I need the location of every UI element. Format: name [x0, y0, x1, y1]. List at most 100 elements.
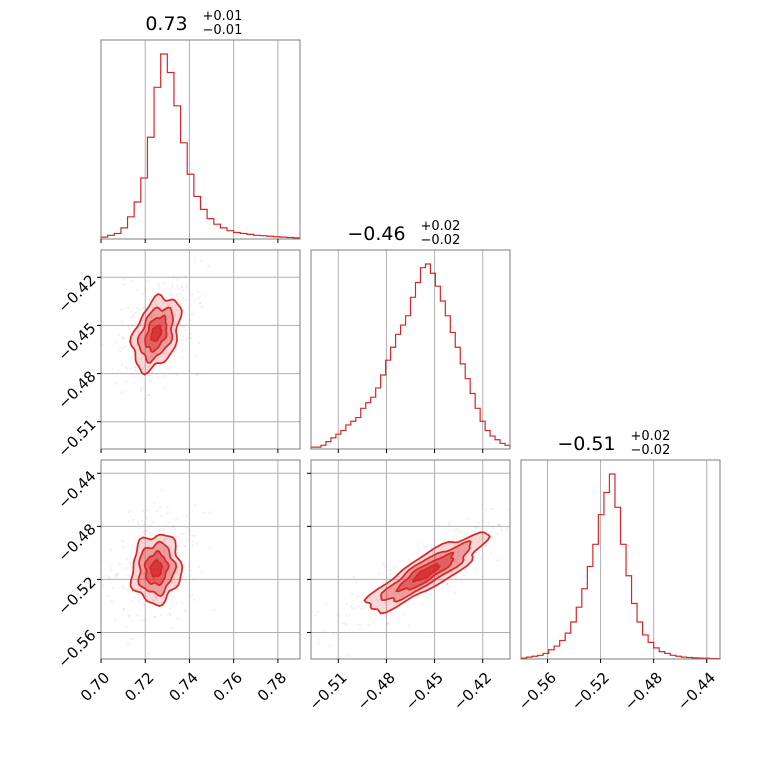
pair-2-dot	[522, 486, 524, 488]
pair-2-contour-line-0	[363, 531, 491, 615]
pair-0-dot	[139, 337, 142, 340]
pair-0-dot	[157, 285, 160, 288]
pair-1-dot	[142, 574, 145, 577]
pair-1-dot	[170, 538, 173, 542]
pair-0-dot	[182, 324, 185, 327]
pair-1-dot	[180, 541, 183, 544]
pair-2-dot	[442, 546, 445, 549]
pair-2-dot	[474, 568, 477, 572]
pair-0-dot	[141, 307, 144, 310]
pair-2-dot	[456, 550, 459, 554]
pair-1-dot	[163, 550, 166, 553]
pair-2-dot	[393, 572, 396, 575]
pair-1-dot	[116, 572, 119, 575]
pair-1-dot	[193, 598, 196, 601]
pair-2-dot	[477, 521, 480, 524]
pair-1-dot	[167, 521, 170, 524]
pair-1-dot	[171, 570, 174, 573]
pair-1-dot	[146, 509, 149, 512]
pair-2-dot	[430, 547, 433, 550]
pair-1-dot	[121, 539, 124, 542]
pair-2-dot	[585, 476, 587, 478]
pair-1-dot	[180, 533, 183, 536]
pair-1-contour-line-1	[137, 540, 178, 597]
pair-1-dot	[144, 532, 147, 535]
pair-0-dot	[127, 327, 130, 330]
pair-1-dot	[141, 509, 144, 513]
pair-2-dot	[363, 607, 366, 610]
pair-0-dot	[142, 347, 145, 350]
pair-1-dot	[126, 558, 129, 561]
pair-2-dot	[479, 557, 482, 560]
pair-2-dot	[433, 555, 437, 558]
pair-0-dot	[130, 279, 133, 282]
pair-0-dot	[198, 342, 201, 345]
pair-0-dot	[153, 352, 156, 355]
pair-1-dot	[166, 506, 169, 509]
pair-0-dot	[141, 367, 145, 370]
pair-2-dot	[456, 527, 459, 530]
pair-0-dot	[156, 357, 159, 360]
pair-2-dot	[340, 637, 343, 640]
pair-1-dot	[185, 538, 188, 541]
pair-2-dot	[532, 497, 534, 499]
pair-0-dot	[164, 355, 167, 358]
pair-1-dot	[152, 599, 155, 602]
pair-0-dot	[155, 376, 159, 379]
pair-1-dot	[178, 588, 181, 592]
pair-1-dot	[126, 588, 129, 591]
pair-1-dot	[164, 548, 167, 551]
pair-2-dot	[375, 598, 378, 602]
pair-2-dot	[400, 574, 403, 577]
pair-1-dot	[137, 599, 140, 603]
pair-1-dot	[155, 596, 158, 599]
hist-2-title-plus: +0.02	[631, 429, 671, 444]
pair-2-dot	[348, 613, 351, 616]
ytick-label-2-2: −0.48	[54, 520, 99, 565]
pair-1-dot	[170, 603, 173, 607]
pair-1-dot	[160, 602, 163, 605]
pair-0-dot	[134, 345, 137, 348]
pair-0-dot	[120, 347, 124, 350]
pair-2-dot	[295, 641, 297, 643]
pair-0-dot	[178, 346, 181, 349]
pair-0-dot	[124, 345, 127, 348]
pair-2-dot	[402, 613, 405, 616]
pair-1-dot	[193, 534, 196, 537]
pair-0-dot	[163, 375, 166, 378]
pair-2-dot	[451, 570, 454, 573]
pair-1-dot	[146, 540, 149, 543]
pair-0-dot	[130, 316, 133, 319]
pair-2-dot	[479, 538, 482, 541]
pair-1-dot	[160, 614, 163, 617]
pair-2-dot	[358, 628, 361, 631]
pair-2-dot	[581, 479, 583, 481]
pair-2-dot	[470, 538, 473, 541]
pair-2-dot	[360, 608, 363, 611]
pair-0-dot	[142, 387, 145, 390]
pair-1-dot	[184, 608, 187, 612]
pair-0-dot	[179, 292, 182, 295]
pair-0-dot	[170, 288, 173, 291]
pair-0-dot	[137, 331, 140, 334]
pair-0-contour-line-1	[136, 306, 174, 364]
pair-2-dot	[356, 623, 359, 626]
pair-0-dot	[142, 318, 145, 321]
pair-2-dot	[421, 540, 424, 544]
pair-2-dot	[357, 605, 360, 608]
pair-1-dot	[147, 585, 150, 588]
pair-2-dot	[447, 523, 451, 527]
pair-1-dot	[170, 581, 174, 584]
pair-2-dot	[497, 523, 500, 526]
pair-2-dot	[463, 574, 466, 577]
pair-1-dot	[212, 608, 215, 612]
pair-0-dot	[166, 309, 169, 312]
pair-2-dot	[416, 551, 419, 554]
pair-2-dot	[497, 560, 500, 563]
pair-2-dot	[388, 595, 391, 598]
pair-2-dot	[387, 622, 390, 626]
pair-0-dot	[176, 373, 179, 376]
pair-0-dot	[140, 389, 143, 392]
xtick-label-2-1: −0.52	[568, 669, 613, 714]
